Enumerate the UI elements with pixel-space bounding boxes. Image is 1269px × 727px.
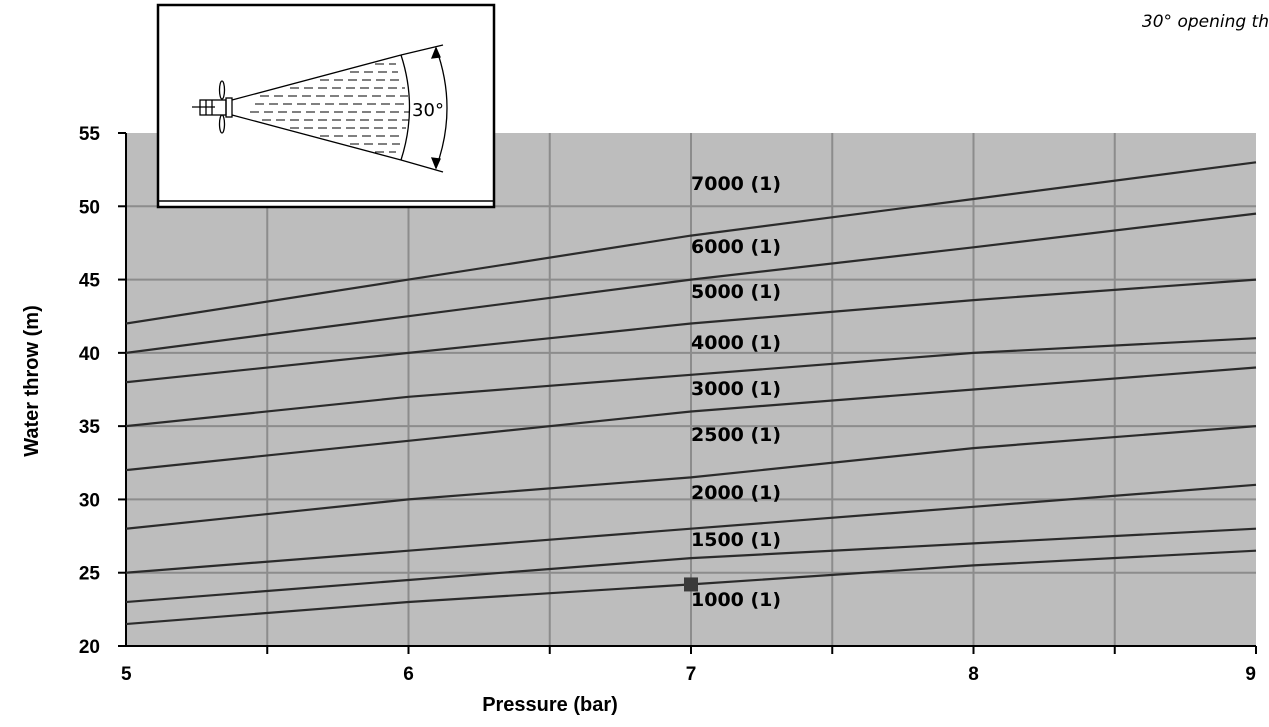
series-line xyxy=(125,278,1257,384)
diagram-frame xyxy=(156,3,496,209)
series-label: 3000 (1) xyxy=(691,378,781,400)
corner-note: 30° opening th xyxy=(1141,12,1269,32)
y-tick-label: 30 xyxy=(79,490,100,511)
y-tick-label: 40 xyxy=(79,344,100,365)
spray-cone-icon xyxy=(231,54,411,161)
series-label: 5000 (1) xyxy=(691,281,781,303)
series-label: 7000 (1) xyxy=(691,173,781,195)
nozzle-icon xyxy=(192,80,233,134)
series-line xyxy=(125,483,1257,574)
y-tick-label: 55 xyxy=(79,124,101,145)
series-label: 2500 (1) xyxy=(691,424,781,446)
series-line xyxy=(125,161,1257,325)
x-tick-label: 9 xyxy=(1245,664,1256,685)
angle-dimension-icon xyxy=(400,44,448,173)
nozzle-spray-diagram: 30° xyxy=(156,3,496,209)
series-label: 6000 (1) xyxy=(691,236,781,258)
y-tick-label: 45 xyxy=(79,271,101,292)
series-line xyxy=(125,425,1257,530)
series-label: 4000 (1) xyxy=(691,332,781,354)
y-tick-label: 35 xyxy=(79,417,101,438)
y-tick-label: 25 xyxy=(79,564,101,585)
x-tick-label: 6 xyxy=(403,664,414,685)
data-marker xyxy=(684,577,698,592)
angle-label: 30° xyxy=(412,100,444,121)
series-line xyxy=(125,337,1257,428)
spray-hatch-icon xyxy=(250,63,410,153)
series-label: 1000 (1) xyxy=(691,589,781,611)
y-axis-title: Water throw (m) xyxy=(21,305,43,456)
series-label: 1500 (1) xyxy=(691,529,781,551)
y-tick-label: 50 xyxy=(79,197,100,218)
x-axis-title: Pressure (bar) xyxy=(482,694,618,716)
series-line xyxy=(125,212,1257,354)
series-label: 2000 (1) xyxy=(691,482,781,504)
series-line xyxy=(125,366,1257,472)
x-tick-label: 5 xyxy=(121,664,132,685)
x-tick-label: 8 xyxy=(968,664,979,685)
y-tick-label: 20 xyxy=(79,637,100,658)
series-line xyxy=(125,527,1257,604)
x-tick-label: 7 xyxy=(686,664,697,685)
